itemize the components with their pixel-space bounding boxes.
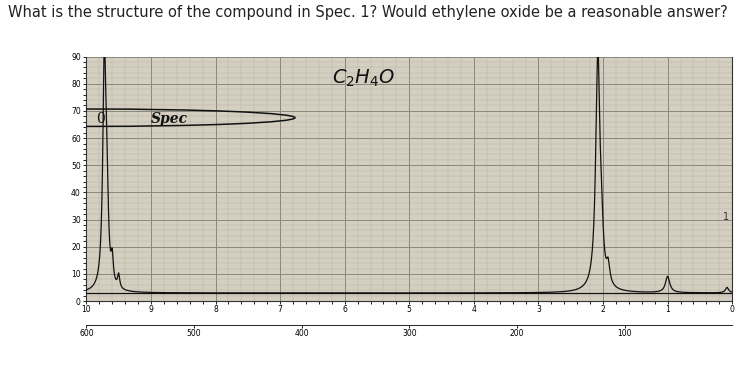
Text: 1: 1 — [722, 212, 728, 222]
Text: Spec: Spec — [151, 112, 188, 126]
Text: $C_2H_4O$: $C_2H_4O$ — [332, 68, 395, 89]
Text: 0: 0 — [96, 112, 105, 126]
Text: What is the structure of the compound in Spec. 1? Would ethylene oxide be a reas: What is the structure of the compound in… — [8, 5, 727, 20]
